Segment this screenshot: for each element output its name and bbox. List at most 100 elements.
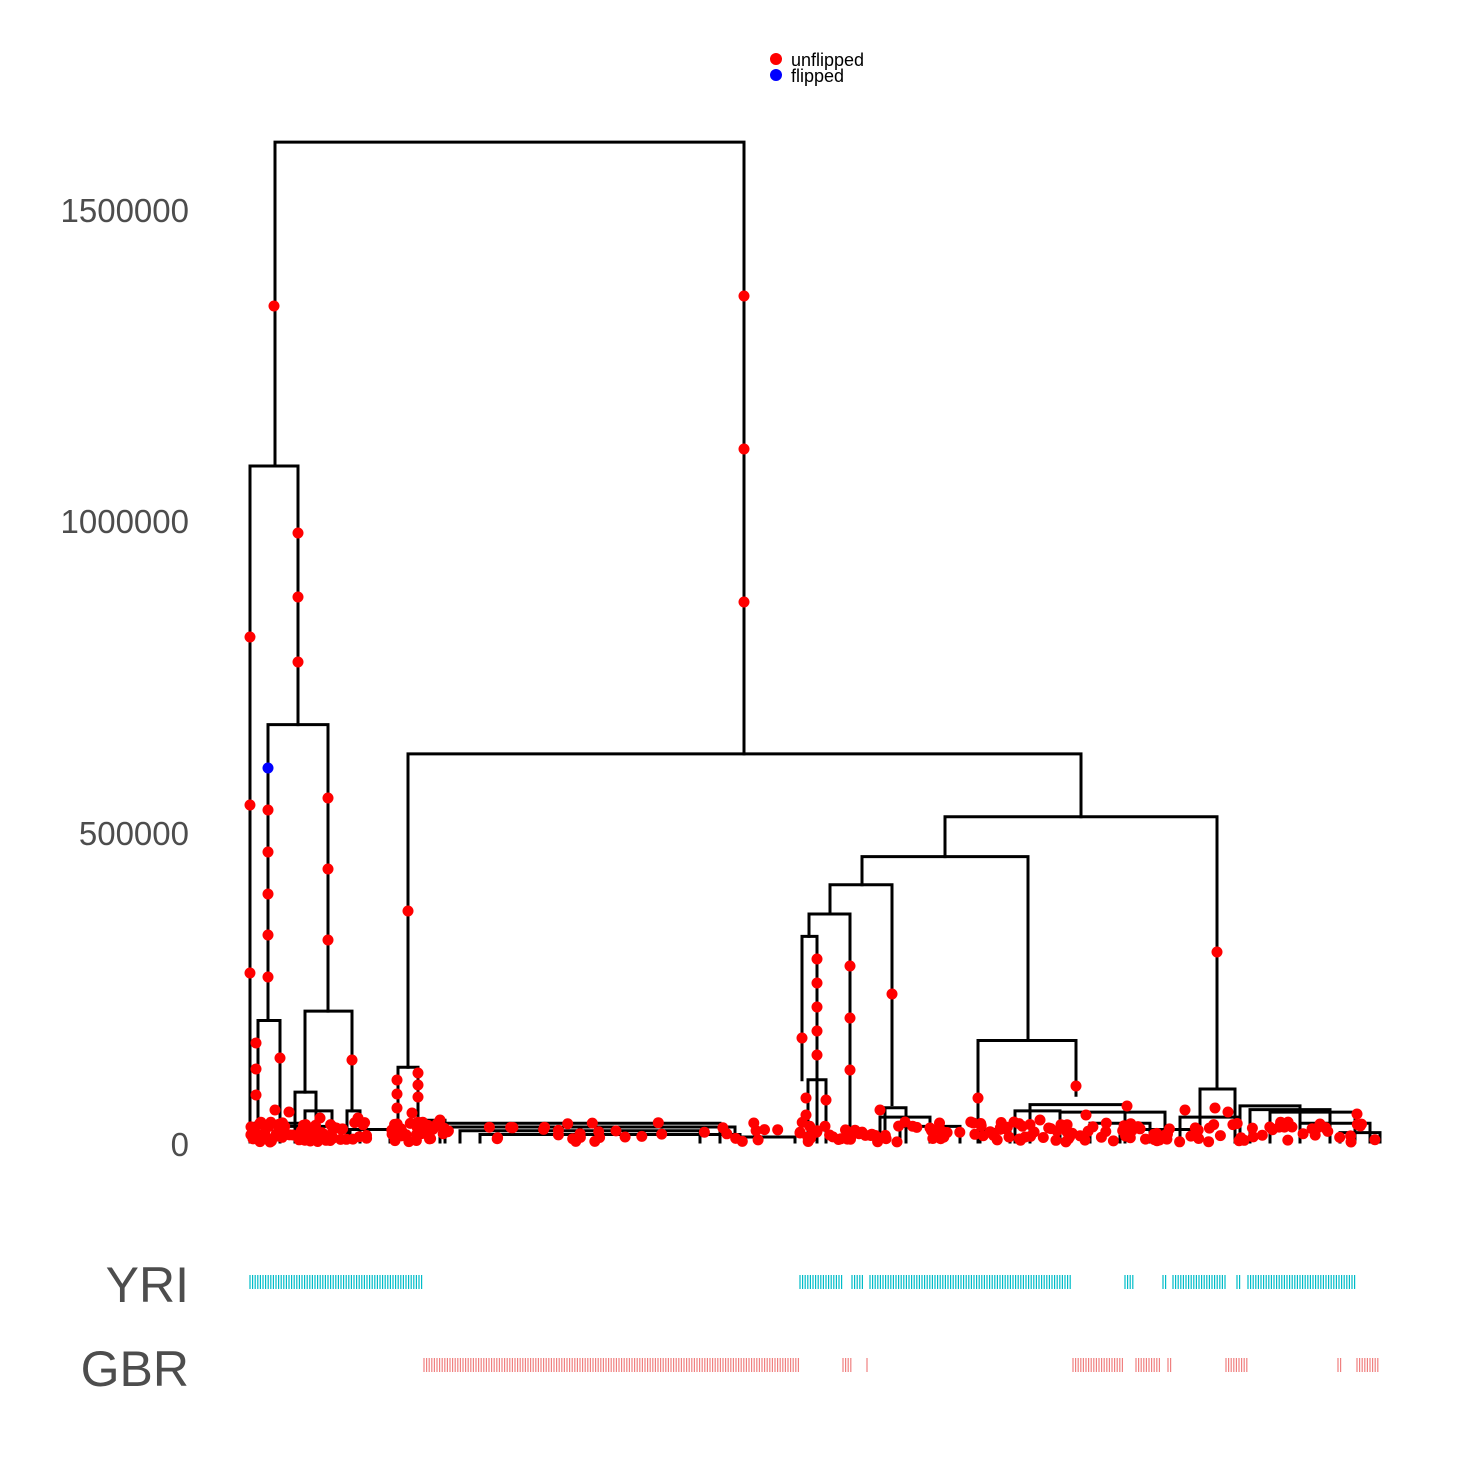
mutation-point-267	[794, 1127, 806, 1139]
mutation-point-101	[349, 1117, 361, 1129]
mutation-point-166	[442, 1126, 454, 1138]
mutation-point-326	[819, 1120, 831, 1132]
mutation-point-240	[1140, 1133, 1151, 1145]
mutation-point-25	[811, 953, 823, 965]
mutation-point-188	[698, 1126, 710, 1138]
mutation-point-6	[292, 656, 304, 668]
gbr-track-ticks	[423, 1358, 1379, 1372]
mutation-point-5	[292, 591, 304, 603]
mutation-point-200	[552, 1124, 564, 1136]
y-axis: 0 500000 1000000 1500000	[61, 192, 189, 1163]
mutation-point-163	[425, 1133, 437, 1145]
mutation-point-42	[412, 1079, 424, 1091]
mutation-point-27	[811, 1001, 823, 1013]
mutation-point-348	[1208, 1119, 1220, 1131]
mutation-point-7	[244, 631, 256, 643]
mutation-point-213	[1050, 1134, 1062, 1146]
mutation-point-291	[1282, 1134, 1294, 1146]
mutation-point-43	[412, 1091, 424, 1103]
mutation-point-168	[395, 1123, 407, 1135]
mutation-point-342	[1161, 1133, 1173, 1145]
mutation-point-350	[1128, 1121, 1140, 1133]
mutation-point-294	[1174, 1136, 1186, 1148]
mutation-point-114	[259, 1120, 271, 1132]
mutation-point-11	[322, 863, 334, 875]
mutation-point-24	[1211, 946, 1223, 958]
mutation-point-51	[1222, 1106, 1234, 1118]
mutation-point-202	[772, 1124, 784, 1136]
mutation-point-41	[412, 1067, 424, 1079]
branch-16	[976, 1038, 1078, 1144]
mutation-point-32	[844, 1064, 856, 1076]
mutation-point-349	[1000, 1123, 1012, 1135]
mutation-point-102	[357, 1119, 369, 1131]
mutation-point-33	[886, 988, 898, 1000]
mutation-point-167	[386, 1128, 398, 1140]
mutation-point-329	[1013, 1133, 1025, 1145]
mutation-point-12	[322, 934, 334, 946]
mutation-point-257	[1247, 1131, 1259, 1143]
mutation-point-126	[252, 1129, 264, 1141]
mutation-point-45	[800, 1092, 812, 1104]
mutation-point-296	[965, 1116, 977, 1128]
branch-12	[828, 883, 894, 1107]
mutation-point-40	[391, 1102, 403, 1114]
mutation-point-22	[346, 1054, 358, 1066]
y-tick-label-2: 1000000	[61, 503, 189, 540]
mutation-point-37	[1121, 1100, 1133, 1112]
mutation-point-344	[938, 1126, 950, 1138]
mutation-point-18	[250, 1037, 262, 1049]
mutation-point-299	[1148, 1134, 1160, 1146]
mutation-point-29	[811, 1049, 823, 1061]
mutation-point-183	[589, 1135, 601, 1147]
legend: unflipped flipped	[770, 50, 864, 86]
mutation-point-351	[1320, 1122, 1332, 1134]
mutation-point-19	[250, 1063, 262, 1075]
mutation-point-345	[833, 1134, 844, 1145]
mutation-point-1	[738, 290, 750, 302]
mutation-point-180	[610, 1125, 622, 1137]
mutation-point-44	[406, 1107, 418, 1119]
mutation-point-307	[869, 1130, 881, 1141]
mutation-point-133	[245, 1121, 257, 1133]
mutation-point-57	[269, 1104, 281, 1116]
mutation-point-347	[907, 1120, 919, 1132]
mutation-point-31	[844, 1012, 856, 1024]
branch-0	[273, 140, 746, 756]
mutation-point-9	[244, 967, 256, 979]
mutation-point-171	[656, 1128, 668, 1140]
mutation-point-0	[268, 300, 280, 312]
legend-label-unflipped: unflipped	[791, 50, 864, 70]
mutation-point-270	[1051, 1125, 1063, 1137]
mutation-point-170	[562, 1118, 574, 1130]
mutation-point-305	[1306, 1123, 1318, 1135]
mutation-point-219	[1107, 1135, 1119, 1147]
mutation-point-4	[292, 527, 304, 539]
mutation-point-28	[811, 1025, 823, 1037]
mutation-point-272	[1043, 1122, 1055, 1134]
mutation-point-199	[717, 1122, 729, 1134]
y-tick-label-0: 0	[171, 1126, 189, 1163]
mutation-point-319	[1235, 1132, 1247, 1144]
mutation-point-191	[586, 1117, 598, 1129]
mutation-point-30	[844, 960, 856, 972]
mutation-point-346	[1163, 1123, 1175, 1135]
mutation-point-176	[619, 1131, 631, 1143]
mutation-point-259	[1061, 1119, 1073, 1131]
mutation-point-335	[1193, 1133, 1205, 1144]
track-label-yri: YRI	[106, 1257, 189, 1313]
mutation-point-337	[849, 1124, 861, 1136]
mutation-point-26	[811, 977, 823, 989]
mutation-point-323	[1264, 1121, 1276, 1133]
mutation-point-322	[1120, 1130, 1132, 1142]
mutation-point-17	[262, 971, 274, 983]
mutation-point-275	[1334, 1131, 1346, 1143]
branch-2	[266, 723, 330, 1023]
mutation-point-8	[244, 799, 256, 811]
mutation-point-38	[391, 1074, 403, 1086]
dendrogram-branches	[248, 140, 1382, 1144]
legend-marker-unflipped	[770, 53, 782, 65]
branch-17	[1198, 1087, 1237, 1144]
mutation-point-158	[414, 1127, 426, 1139]
mutation-point-327	[1369, 1134, 1381, 1146]
